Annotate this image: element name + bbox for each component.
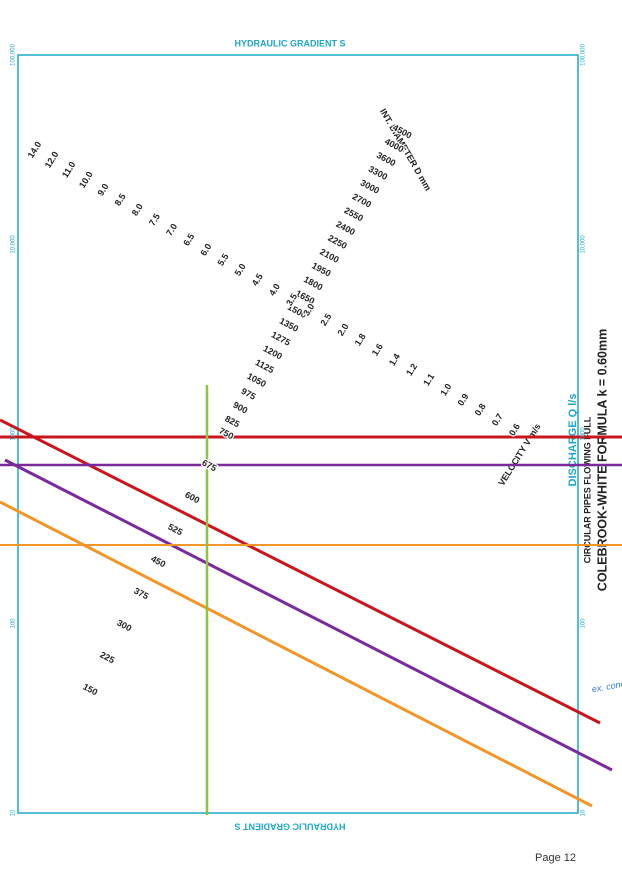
red-line bbox=[0, 418, 601, 725]
discharge-tick-label: 10,000 bbox=[581, 235, 587, 254]
chart-frame bbox=[17, 54, 579, 814]
subtitle: CIRCULAR PIPES FLOWING FULL bbox=[582, 416, 592, 563]
orange-line bbox=[0, 500, 593, 808]
page-number: Page 12 bbox=[535, 852, 576, 864]
discharge-label: DISCHARGE Q l/s bbox=[567, 394, 579, 487]
discharge-tick-label: 1000 bbox=[11, 427, 17, 441]
discharge-tick-label: 100,000 bbox=[11, 44, 17, 66]
discharge-tick-label: 10,000 bbox=[11, 235, 17, 254]
discharge-tick-label: 100 bbox=[581, 618, 587, 629]
discharge-tick-label: 100,000 bbox=[581, 44, 587, 66]
bottom-title: HYDRAULIC GRADIENT S bbox=[234, 822, 345, 832]
discharge-tick-label: 100 bbox=[11, 618, 17, 629]
annotation-lines bbox=[0, 385, 622, 815]
formula: COLEBROOK-WHITE FORMULA k = 0.60mm bbox=[595, 329, 609, 591]
chart-labels: 100,000 100,000 10,000 10,000 1000 1000 100 100… bbox=[11, 44, 587, 817]
top-title: HYDRAULIC GRADIENT S bbox=[234, 38, 345, 48]
discharge-tick-label: 1000 bbox=[581, 427, 587, 441]
purple-line bbox=[4, 458, 613, 772]
discharge-tick-label: 10 bbox=[11, 809, 17, 816]
discharge-tick-label: 10 bbox=[581, 809, 587, 816]
